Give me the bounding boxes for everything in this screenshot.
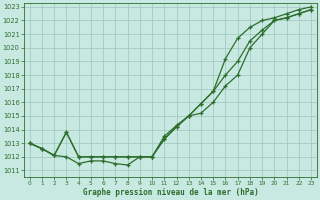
X-axis label: Graphe pression niveau de la mer (hPa): Graphe pression niveau de la mer (hPa) [83,188,258,197]
